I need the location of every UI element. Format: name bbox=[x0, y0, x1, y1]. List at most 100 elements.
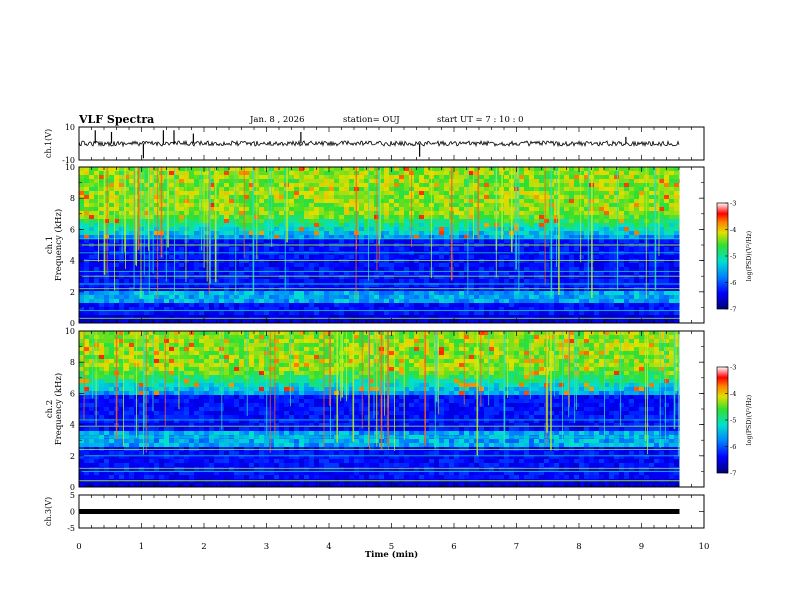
spectrogram-cell bbox=[244, 235, 250, 240]
spectrogram-cell bbox=[429, 311, 435, 316]
spectrogram-cell bbox=[229, 179, 235, 184]
spectrogram-cell bbox=[154, 255, 160, 260]
spectrogram-cell bbox=[659, 171, 665, 176]
spectrogram-cell bbox=[194, 255, 200, 260]
spectrogram-cell bbox=[444, 219, 450, 224]
spectrogram-cell bbox=[439, 179, 445, 184]
spectrogram-cell bbox=[324, 215, 330, 220]
spectrogram-cell bbox=[309, 187, 315, 192]
spectrogram-cell bbox=[329, 283, 335, 288]
spectrogram-cell bbox=[244, 299, 250, 304]
spectrogram-cell bbox=[114, 295, 120, 300]
spectrogram-cell bbox=[149, 167, 155, 172]
spectrogram-cell bbox=[89, 175, 95, 180]
spectrogram-cell bbox=[184, 167, 190, 172]
spectrogram-cell bbox=[414, 219, 420, 224]
spectrogram-cell bbox=[634, 223, 640, 228]
spectrogram-cell bbox=[634, 299, 640, 304]
spectrogram-cell bbox=[349, 183, 355, 188]
spectrogram-cell bbox=[404, 175, 410, 180]
spectrogram-cell bbox=[624, 279, 630, 284]
spectrogram-cell bbox=[389, 247, 395, 252]
spectrogram-cell bbox=[364, 175, 370, 180]
spectrogram-cell bbox=[454, 191, 460, 196]
spectrogram-cell bbox=[144, 267, 150, 272]
spectrogram-cell bbox=[194, 199, 200, 204]
spectrogram-cell bbox=[629, 199, 635, 204]
spectrogram-cell bbox=[634, 303, 640, 308]
spectrogram-cell bbox=[79, 255, 85, 260]
spectrogram-cell bbox=[624, 267, 630, 272]
spectrogram-cell bbox=[659, 303, 665, 308]
spectrogram-cell bbox=[199, 267, 205, 272]
spectrogram-cell bbox=[144, 315, 150, 320]
spectrogram-cell bbox=[84, 195, 90, 200]
spectrogram-cell bbox=[614, 283, 620, 288]
spectrogram-cell bbox=[414, 199, 420, 204]
spectrogram-cell bbox=[474, 299, 480, 304]
spectrogram-cell bbox=[264, 295, 270, 300]
spectrogram-cell bbox=[169, 295, 175, 300]
spectrogram-cell bbox=[114, 199, 120, 204]
spectrogram-cell bbox=[404, 195, 410, 200]
spectrogram-cell bbox=[299, 231, 305, 236]
spectrogram-cell bbox=[489, 255, 495, 260]
spectrogram-cell bbox=[544, 235, 550, 240]
spectrogram-cell bbox=[314, 275, 320, 280]
spectrogram-cell bbox=[319, 195, 325, 200]
spectrogram-cell bbox=[269, 315, 275, 320]
spectrogram-cell bbox=[279, 295, 285, 300]
spectrogram-cell bbox=[204, 303, 210, 308]
spectrogram-cell bbox=[289, 187, 295, 192]
spectrogram-cell bbox=[474, 283, 480, 288]
spectrogram-cell bbox=[89, 283, 95, 288]
spectrogram-cell bbox=[534, 183, 540, 188]
spectrogram-cell bbox=[379, 307, 385, 312]
spectrogram-cell bbox=[309, 203, 315, 208]
spectrogram-cell bbox=[194, 315, 200, 320]
spectrogram-cell bbox=[434, 179, 440, 184]
spectrogram-cell bbox=[649, 287, 655, 292]
spectrogram-cell bbox=[454, 175, 460, 180]
spectrogram-cell bbox=[539, 247, 545, 252]
spectrogram-cell bbox=[564, 271, 570, 276]
spectrogram-cell bbox=[124, 167, 130, 172]
spectrogram-cell bbox=[459, 175, 465, 180]
spectrogram-cell bbox=[674, 231, 680, 236]
spectrogram-cell bbox=[169, 303, 175, 308]
spectrogram-cell bbox=[189, 223, 195, 228]
spectrogram-cell bbox=[484, 271, 490, 276]
spectrogram-cell bbox=[324, 203, 330, 208]
spectrogram-cell bbox=[224, 307, 230, 312]
spectrogram-cell bbox=[294, 267, 300, 272]
spectrogram-cell bbox=[184, 175, 190, 180]
spectrogram-cell bbox=[224, 319, 230, 324]
spectrogram-cell bbox=[574, 295, 580, 300]
spectrogram-cell bbox=[539, 283, 545, 288]
spectrogram-cell bbox=[89, 347, 95, 352]
spectrogram-cell bbox=[634, 291, 640, 296]
spectrogram-cell bbox=[104, 311, 110, 316]
spectrogram-cell bbox=[394, 315, 400, 320]
spectrogram-cell bbox=[454, 311, 460, 316]
spectrogram-cell bbox=[129, 195, 135, 200]
spectrogram-cell bbox=[309, 303, 315, 308]
spectrogram-cell bbox=[539, 191, 545, 196]
spectrogram-cell bbox=[209, 303, 215, 308]
spectrogram-cell bbox=[609, 231, 615, 236]
spectrogram-cell bbox=[94, 231, 100, 236]
spectrogram-cell bbox=[624, 299, 630, 304]
spectrogram-cell bbox=[139, 247, 145, 252]
spectrogram-cell bbox=[359, 239, 365, 244]
spectrogram-cell bbox=[629, 247, 635, 252]
spectrogram-cell bbox=[174, 255, 180, 260]
spectrogram-cell bbox=[639, 259, 645, 264]
spectrogram-cell bbox=[674, 239, 680, 244]
spectrogram-cell bbox=[219, 203, 225, 208]
spectrogram-cell bbox=[109, 211, 115, 216]
spectrogram-cell bbox=[94, 383, 100, 388]
spectrogram-cell bbox=[439, 223, 445, 228]
spectrogram-cell bbox=[319, 183, 325, 188]
spectrogram-cell bbox=[439, 231, 445, 236]
spectrogram-cell bbox=[479, 235, 485, 240]
